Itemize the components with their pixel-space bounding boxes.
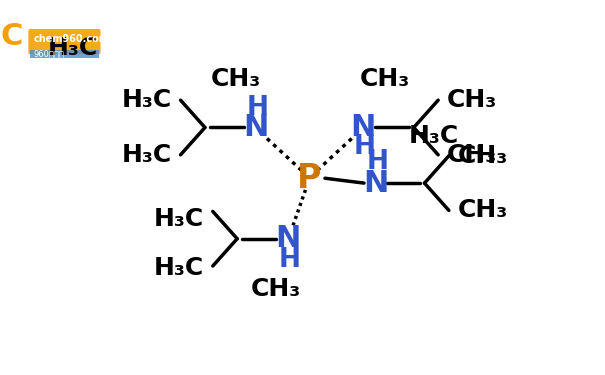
Text: CH₃: CH₃	[211, 67, 261, 91]
FancyBboxPatch shape	[28, 29, 100, 54]
Text: CH₃: CH₃	[458, 144, 508, 168]
Text: CH₃: CH₃	[359, 67, 410, 91]
Text: CH₃: CH₃	[447, 88, 497, 112]
Text: P: P	[297, 162, 322, 195]
Text: H: H	[247, 95, 269, 121]
Text: N: N	[350, 113, 376, 142]
Text: H₃C: H₃C	[121, 88, 172, 112]
Text: H₃C: H₃C	[121, 143, 172, 167]
Text: H: H	[354, 134, 376, 160]
Text: H₃C: H₃C	[154, 256, 204, 280]
Text: CH₃: CH₃	[251, 278, 301, 302]
Text: 960化工网: 960化工网	[33, 50, 64, 59]
Text: H₃C: H₃C	[409, 124, 459, 148]
Text: N: N	[363, 169, 388, 198]
Bar	[30, 50, 99, 58]
Text: N: N	[275, 224, 301, 253]
Text: H₃C: H₃C	[154, 207, 204, 231]
Text: CH₃: CH₃	[458, 198, 508, 222]
Text: H: H	[279, 247, 301, 273]
Text: chem960.com: chem960.com	[33, 34, 109, 44]
Text: C: C	[0, 22, 22, 51]
Text: N: N	[243, 113, 269, 142]
Text: H: H	[367, 148, 388, 175]
Text: CH₃: CH₃	[447, 143, 497, 167]
Text: H₃C: H₃C	[48, 36, 99, 60]
